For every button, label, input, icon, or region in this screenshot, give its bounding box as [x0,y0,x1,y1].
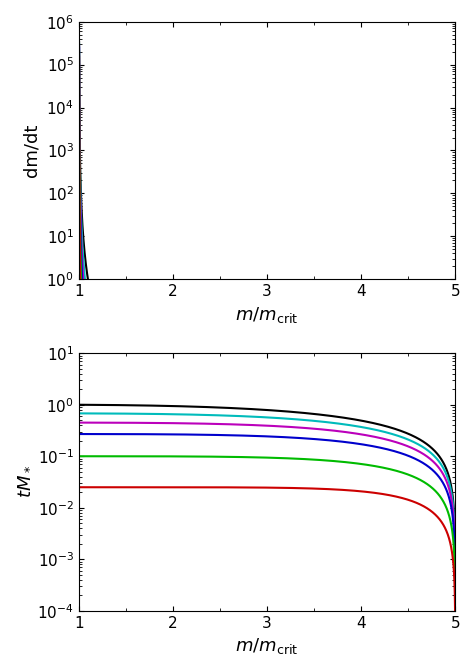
Y-axis label: dm/dt: dm/dt [23,124,41,177]
X-axis label: $m/m_{\rm crit}$: $m/m_{\rm crit}$ [236,636,299,656]
Y-axis label: $tM_*$: $tM_*$ [14,466,32,498]
X-axis label: $m/m_{\rm crit}$: $m/m_{\rm crit}$ [236,305,299,324]
